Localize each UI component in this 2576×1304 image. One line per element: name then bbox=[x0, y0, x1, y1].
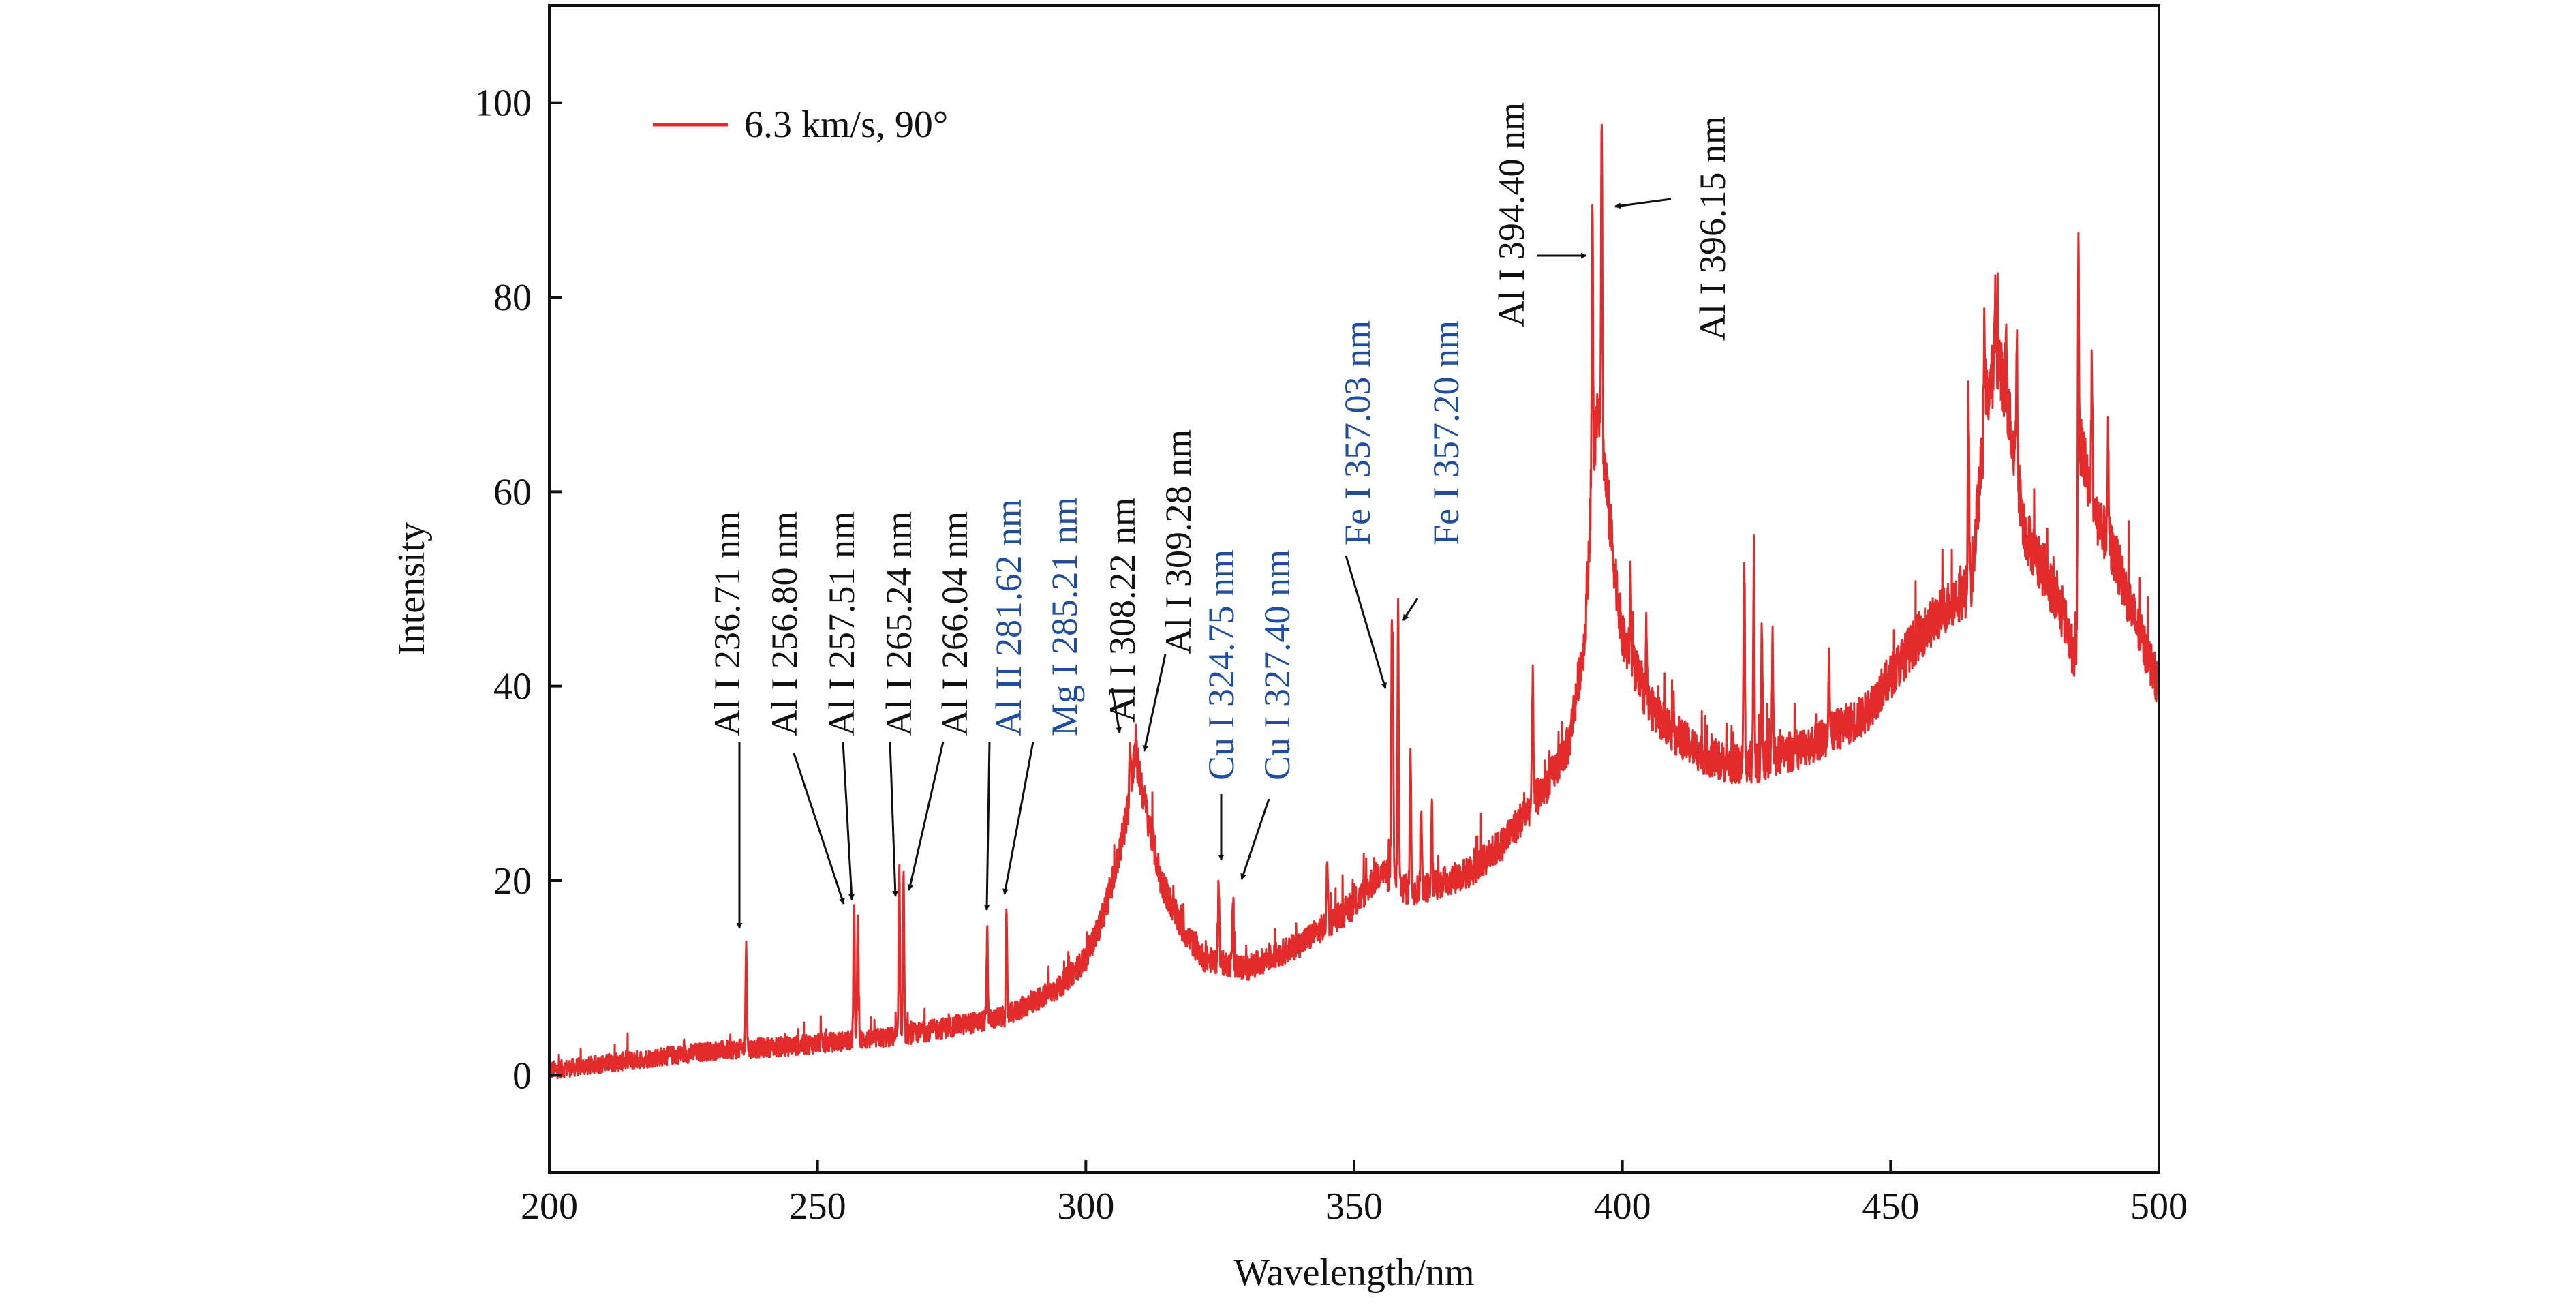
y-tick-label: 20 bbox=[493, 860, 532, 903]
y-tick-label: 40 bbox=[493, 666, 532, 708]
y-axis-label: Intensity bbox=[390, 522, 433, 656]
line-annotation-label: Al I 396.15 nm bbox=[1692, 116, 1733, 341]
annotation-arrow bbox=[1345, 555, 1387, 689]
legend-label: 6.3 km/s, 90° bbox=[744, 104, 948, 146]
line-annotation-label: Al II 281.62 nm bbox=[988, 499, 1029, 736]
y-tick-label: 100 bbox=[474, 82, 532, 125]
annotation-arrow bbox=[983, 741, 991, 911]
line-annotation-label: Al I 257.51 nm bbox=[821, 511, 862, 736]
line-annotation-label: Al I 256.80 nm bbox=[764, 511, 805, 736]
x-tick-label: 200 bbox=[521, 1185, 578, 1228]
line-annotation-label: Al I 265.24 nm bbox=[878, 511, 919, 736]
line-annotation-label: Cu I 327.40 nm bbox=[1257, 549, 1298, 780]
x-tick-label: 250 bbox=[789, 1185, 846, 1228]
x-tick-label: 400 bbox=[1594, 1185, 1651, 1228]
line-annotation-label: Fe I 357.20 nm bbox=[1426, 320, 1467, 545]
x-tick-label: 300 bbox=[1057, 1185, 1114, 1228]
line-annotation-label: Fe I 357.03 nm bbox=[1337, 320, 1378, 545]
annotation-arrow bbox=[889, 741, 899, 897]
line-annotation-label: Cu I 324.75 nm bbox=[1201, 549, 1242, 780]
annotation-arrow bbox=[842, 741, 855, 900]
y-tick-label: 60 bbox=[493, 471, 532, 513]
line-annotation-label: Mg I 285.21 nm bbox=[1044, 497, 1085, 736]
legend: 6.3 km/s, 90° bbox=[653, 104, 948, 146]
annotation-arrow bbox=[1002, 741, 1034, 895]
annotation-arrow bbox=[793, 753, 845, 905]
line-annotation-label: Al I 236.71 nm bbox=[707, 511, 748, 736]
line-annotation-label: Al I 308.22 nm bbox=[1102, 498, 1143, 723]
axis-layer: 200 250 300 350 400 450 500 0 20 40 60 80 100 bbox=[474, 82, 2188, 1228]
y-tick-label: 80 bbox=[493, 277, 532, 319]
x-tick-label: 350 bbox=[1325, 1185, 1383, 1228]
annotation-arrow bbox=[1402, 598, 1419, 621]
line-annotation-label: Al I 394.40 nm bbox=[1491, 102, 1532, 327]
annotation-arrow bbox=[1142, 654, 1167, 752]
series-layer bbox=[549, 123, 2159, 1080]
x-axis-label: Wavelength/nm bbox=[1233, 1252, 1474, 1294]
line-annotation-label: Al I 309.28 nm bbox=[1158, 429, 1199, 654]
annotation-layer: Al I 236.71 nm Al I 256.80 nm Al I 257.51 … bbox=[707, 102, 1733, 929]
annotation-arrow bbox=[1111, 688, 1122, 733]
y-tick-label: 0 bbox=[512, 1055, 532, 1097]
x-tick-label: 450 bbox=[1862, 1185, 1919, 1228]
x-tick-label: 500 bbox=[2130, 1185, 2188, 1228]
series-line bbox=[549, 123, 2159, 1080]
line-annotation-label: Al I 266.04 nm bbox=[934, 511, 975, 736]
annotation-arrow bbox=[907, 741, 945, 891]
annotation-arrow bbox=[1240, 798, 1270, 880]
annotation-arrow bbox=[1614, 198, 1672, 209]
